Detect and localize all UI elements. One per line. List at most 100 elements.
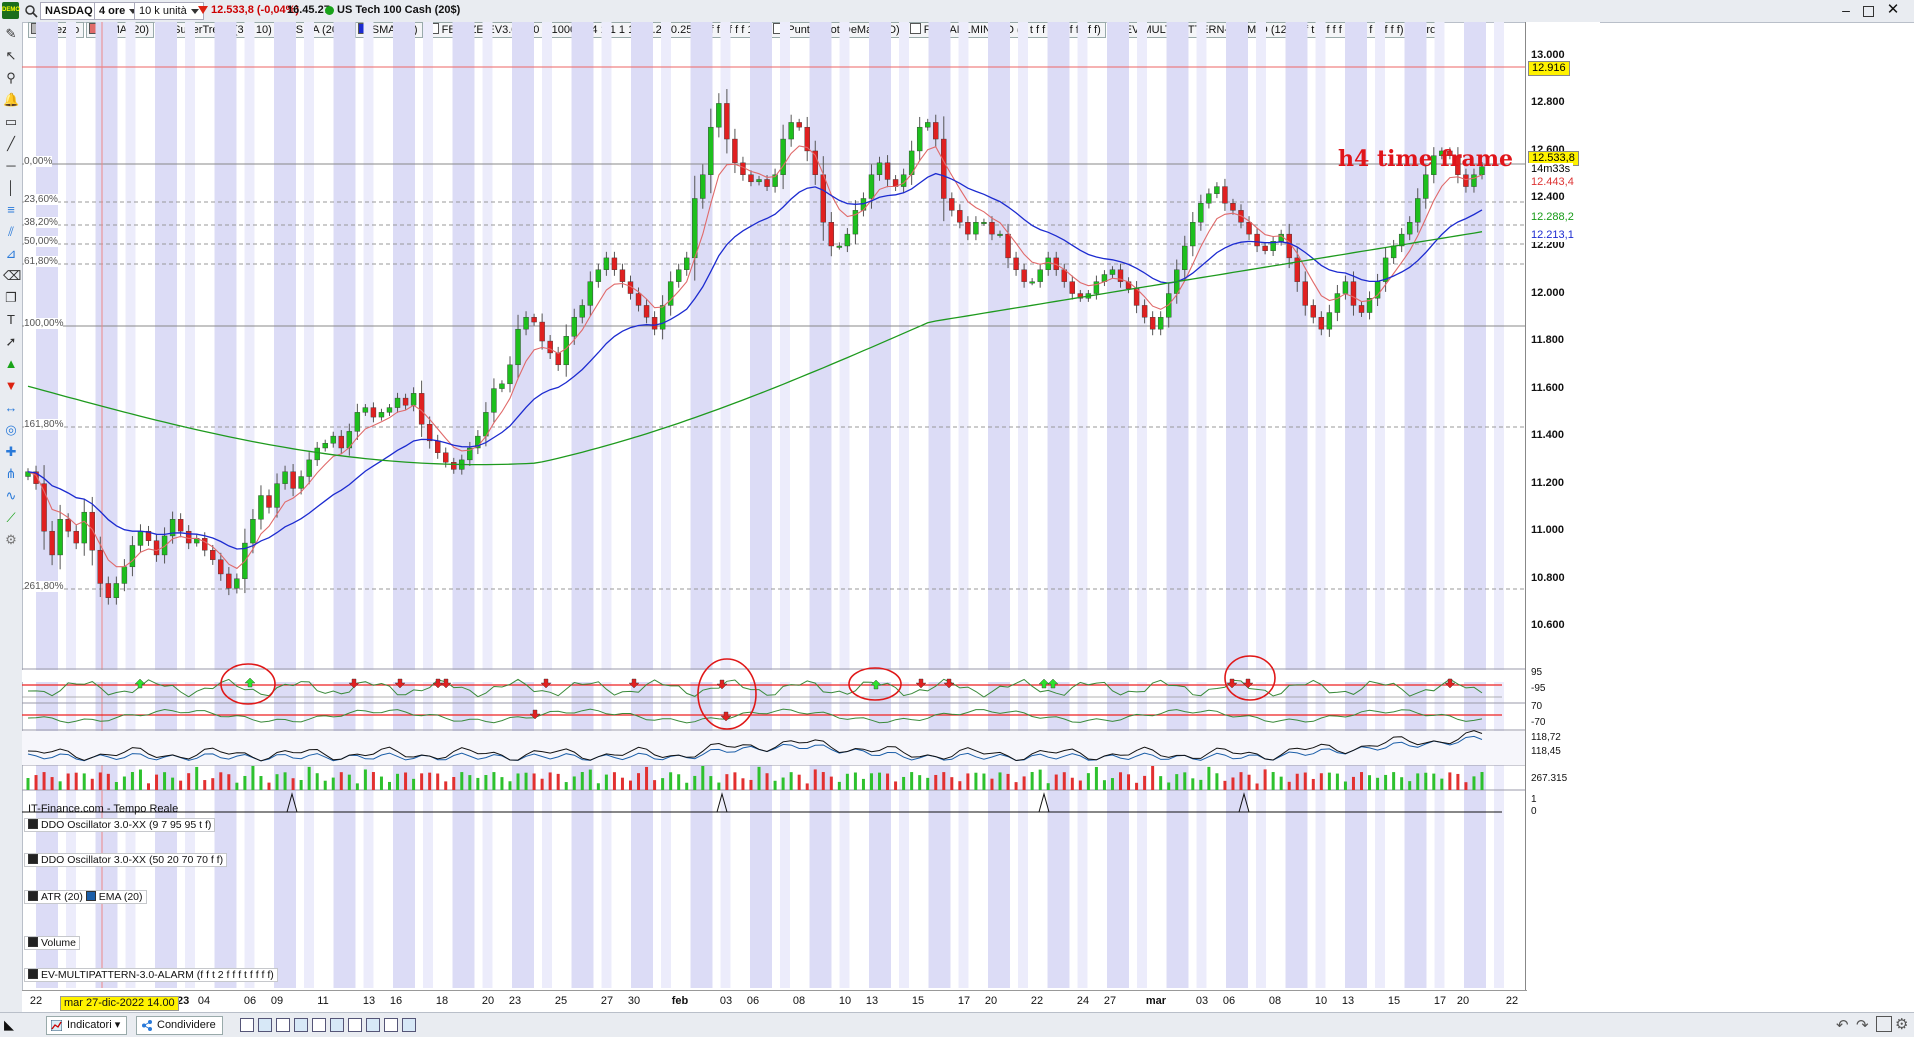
ruler-icon[interactable]: ▭ xyxy=(4,114,18,129)
candle-down xyxy=(1117,269,1124,282)
window-icon[interactable] xyxy=(384,1018,398,1032)
cross-icon[interactable]: ✚ xyxy=(5,444,17,459)
search-icon[interactable] xyxy=(24,4,38,18)
volume-bar xyxy=(604,774,608,790)
legend-swatch[interactable] xyxy=(909,23,921,34)
volume-bar xyxy=(74,772,78,790)
copy-icon[interactable]: ❐ xyxy=(5,290,17,305)
volume-bar xyxy=(1070,777,1074,790)
panel-axis-label: -70 xyxy=(1531,717,1546,728)
close-button[interactable]: ✕ xyxy=(1886,1,1900,18)
layout-icon[interactable] xyxy=(240,1018,254,1032)
price-chart[interactable] xyxy=(22,22,1527,990)
candle-up xyxy=(499,383,505,389)
volume-bar xyxy=(821,772,825,790)
vertical-line-icon[interactable]: │ xyxy=(6,180,16,195)
candle-up xyxy=(876,162,883,175)
redo-icon[interactable]: ↷ xyxy=(1856,1017,1869,1034)
eraser-icon[interactable]: ⌫ xyxy=(3,268,22,283)
candle-up xyxy=(515,328,521,366)
candle-up xyxy=(659,305,666,330)
settings-icon[interactable]: ⚙ xyxy=(1895,1016,1909,1033)
volume-bar xyxy=(958,781,962,790)
candle-down xyxy=(1133,288,1140,306)
session-band xyxy=(899,22,909,988)
share-button[interactable]: Condividere xyxy=(136,1016,223,1035)
chart-type-icon[interactable] xyxy=(294,1018,308,1032)
volume-bar xyxy=(1255,783,1259,790)
candle-up xyxy=(475,435,481,449)
camera-icon[interactable] xyxy=(348,1018,362,1032)
panel-axis-label: -95 xyxy=(1531,683,1546,694)
wave-icon[interactable]: ∿ xyxy=(5,488,17,503)
zoom-icon[interactable]: ⚲ xyxy=(6,70,16,85)
line-icon[interactable]: ╱ xyxy=(7,136,15,151)
info-icon[interactable] xyxy=(402,1018,416,1032)
buy-arrow-icon[interactable]: ▲ xyxy=(4,356,18,371)
save-icon[interactable] xyxy=(330,1018,344,1032)
date-tick-label: 09 xyxy=(270,995,284,1007)
undo-icon[interactable]: ↶ xyxy=(1836,1017,1849,1034)
session-band xyxy=(333,22,356,988)
candle-down xyxy=(370,407,377,418)
units-select[interactable]: 10 k unità xyxy=(134,2,204,20)
candle-up xyxy=(1214,186,1220,194)
print-icon[interactable] xyxy=(312,1018,326,1032)
minimize-button[interactable]: – xyxy=(1842,2,1850,18)
fibonacci-icon[interactable]: ≡ xyxy=(7,202,15,217)
candle-down xyxy=(402,397,409,406)
price-down-icon xyxy=(198,6,208,14)
volume-bar xyxy=(1094,766,1098,790)
candle-down xyxy=(177,519,184,532)
candle-up xyxy=(1423,174,1429,199)
volume-panel-label[interactable]: Volume xyxy=(24,936,81,950)
atr-panel-label[interactable]: ATR (20) EMA (20) xyxy=(24,890,147,904)
horizontal-line-icon[interactable]: ─ xyxy=(6,158,16,173)
pencil-icon[interactable]: ✎ xyxy=(5,26,17,41)
date-tick-label: 13 xyxy=(362,995,376,1007)
alert-bell-icon[interactable]: 🔔 xyxy=(3,92,20,107)
sell-arrow-icon[interactable]: ▼ xyxy=(4,378,18,393)
cursor-icon[interactable]: ↖ xyxy=(5,48,17,63)
volume-bar xyxy=(1360,772,1364,790)
measure-icon[interactable]: ↔ xyxy=(4,400,18,415)
arrow-icon[interactable]: ➚ xyxy=(5,334,17,349)
ddo1-panel-label[interactable]: DDO Oscillator 3.0-XX (9 7 95 95 t f) xyxy=(24,818,216,832)
candle-down xyxy=(1246,222,1252,235)
fan-icon[interactable]: ⟋ xyxy=(6,510,16,525)
candle-up xyxy=(161,535,168,556)
gann-icon[interactable]: ⊿ xyxy=(5,246,17,261)
volume-bar xyxy=(122,776,126,790)
candle-down xyxy=(1286,233,1292,259)
arrow-left-icon[interactable]: ◣ xyxy=(4,1017,14,1032)
session-band xyxy=(1196,22,1207,988)
calendar-icon[interactable] xyxy=(276,1018,290,1032)
date-tick-label: 11 xyxy=(317,995,329,1007)
list-icon[interactable] xyxy=(366,1018,380,1032)
data-source-label: IT-Finance.com - Tempo Reale xyxy=(28,803,179,815)
text-icon[interactable]: T xyxy=(7,312,15,327)
gear-tool-icon[interactable]: ⚙ xyxy=(5,532,17,547)
zoom-fit-icon[interactable] xyxy=(1876,1016,1892,1032)
session-band xyxy=(1494,22,1504,988)
ddo2-panel-label[interactable]: DDO Oscillator 3.0-XX (50 20 70 70 f f) xyxy=(24,853,228,867)
sell-signal-arrow xyxy=(720,711,732,722)
trend-channel-icon[interactable]: ⫽ xyxy=(8,224,14,239)
volume-bar xyxy=(267,782,271,790)
date-tick-label: 13 xyxy=(1341,995,1355,1007)
target-icon[interactable]: ◎ xyxy=(5,422,17,437)
candle-up xyxy=(523,317,529,330)
volume-bar xyxy=(637,773,641,790)
volume-bar xyxy=(323,780,327,790)
candle-down xyxy=(210,549,216,560)
grid-icon[interactable] xyxy=(258,1018,272,1032)
pitchfork-icon[interactable]: ⋔ xyxy=(5,466,17,481)
price-tick-label: 10.600 xyxy=(1531,619,1565,632)
maximize-button[interactable] xyxy=(1860,3,1876,19)
alarm-panel-label[interactable]: EV-MULTIPATTERN-3.0-ALARM (f f t 2 f f f… xyxy=(24,968,278,982)
indicators-button[interactable]: Indicatori ▾ xyxy=(46,1016,128,1035)
timeframe-select[interactable]: 4 ore xyxy=(94,2,143,20)
volume-bar xyxy=(982,773,986,790)
date-tick-label: 03 xyxy=(719,995,733,1007)
session-band xyxy=(482,22,493,988)
